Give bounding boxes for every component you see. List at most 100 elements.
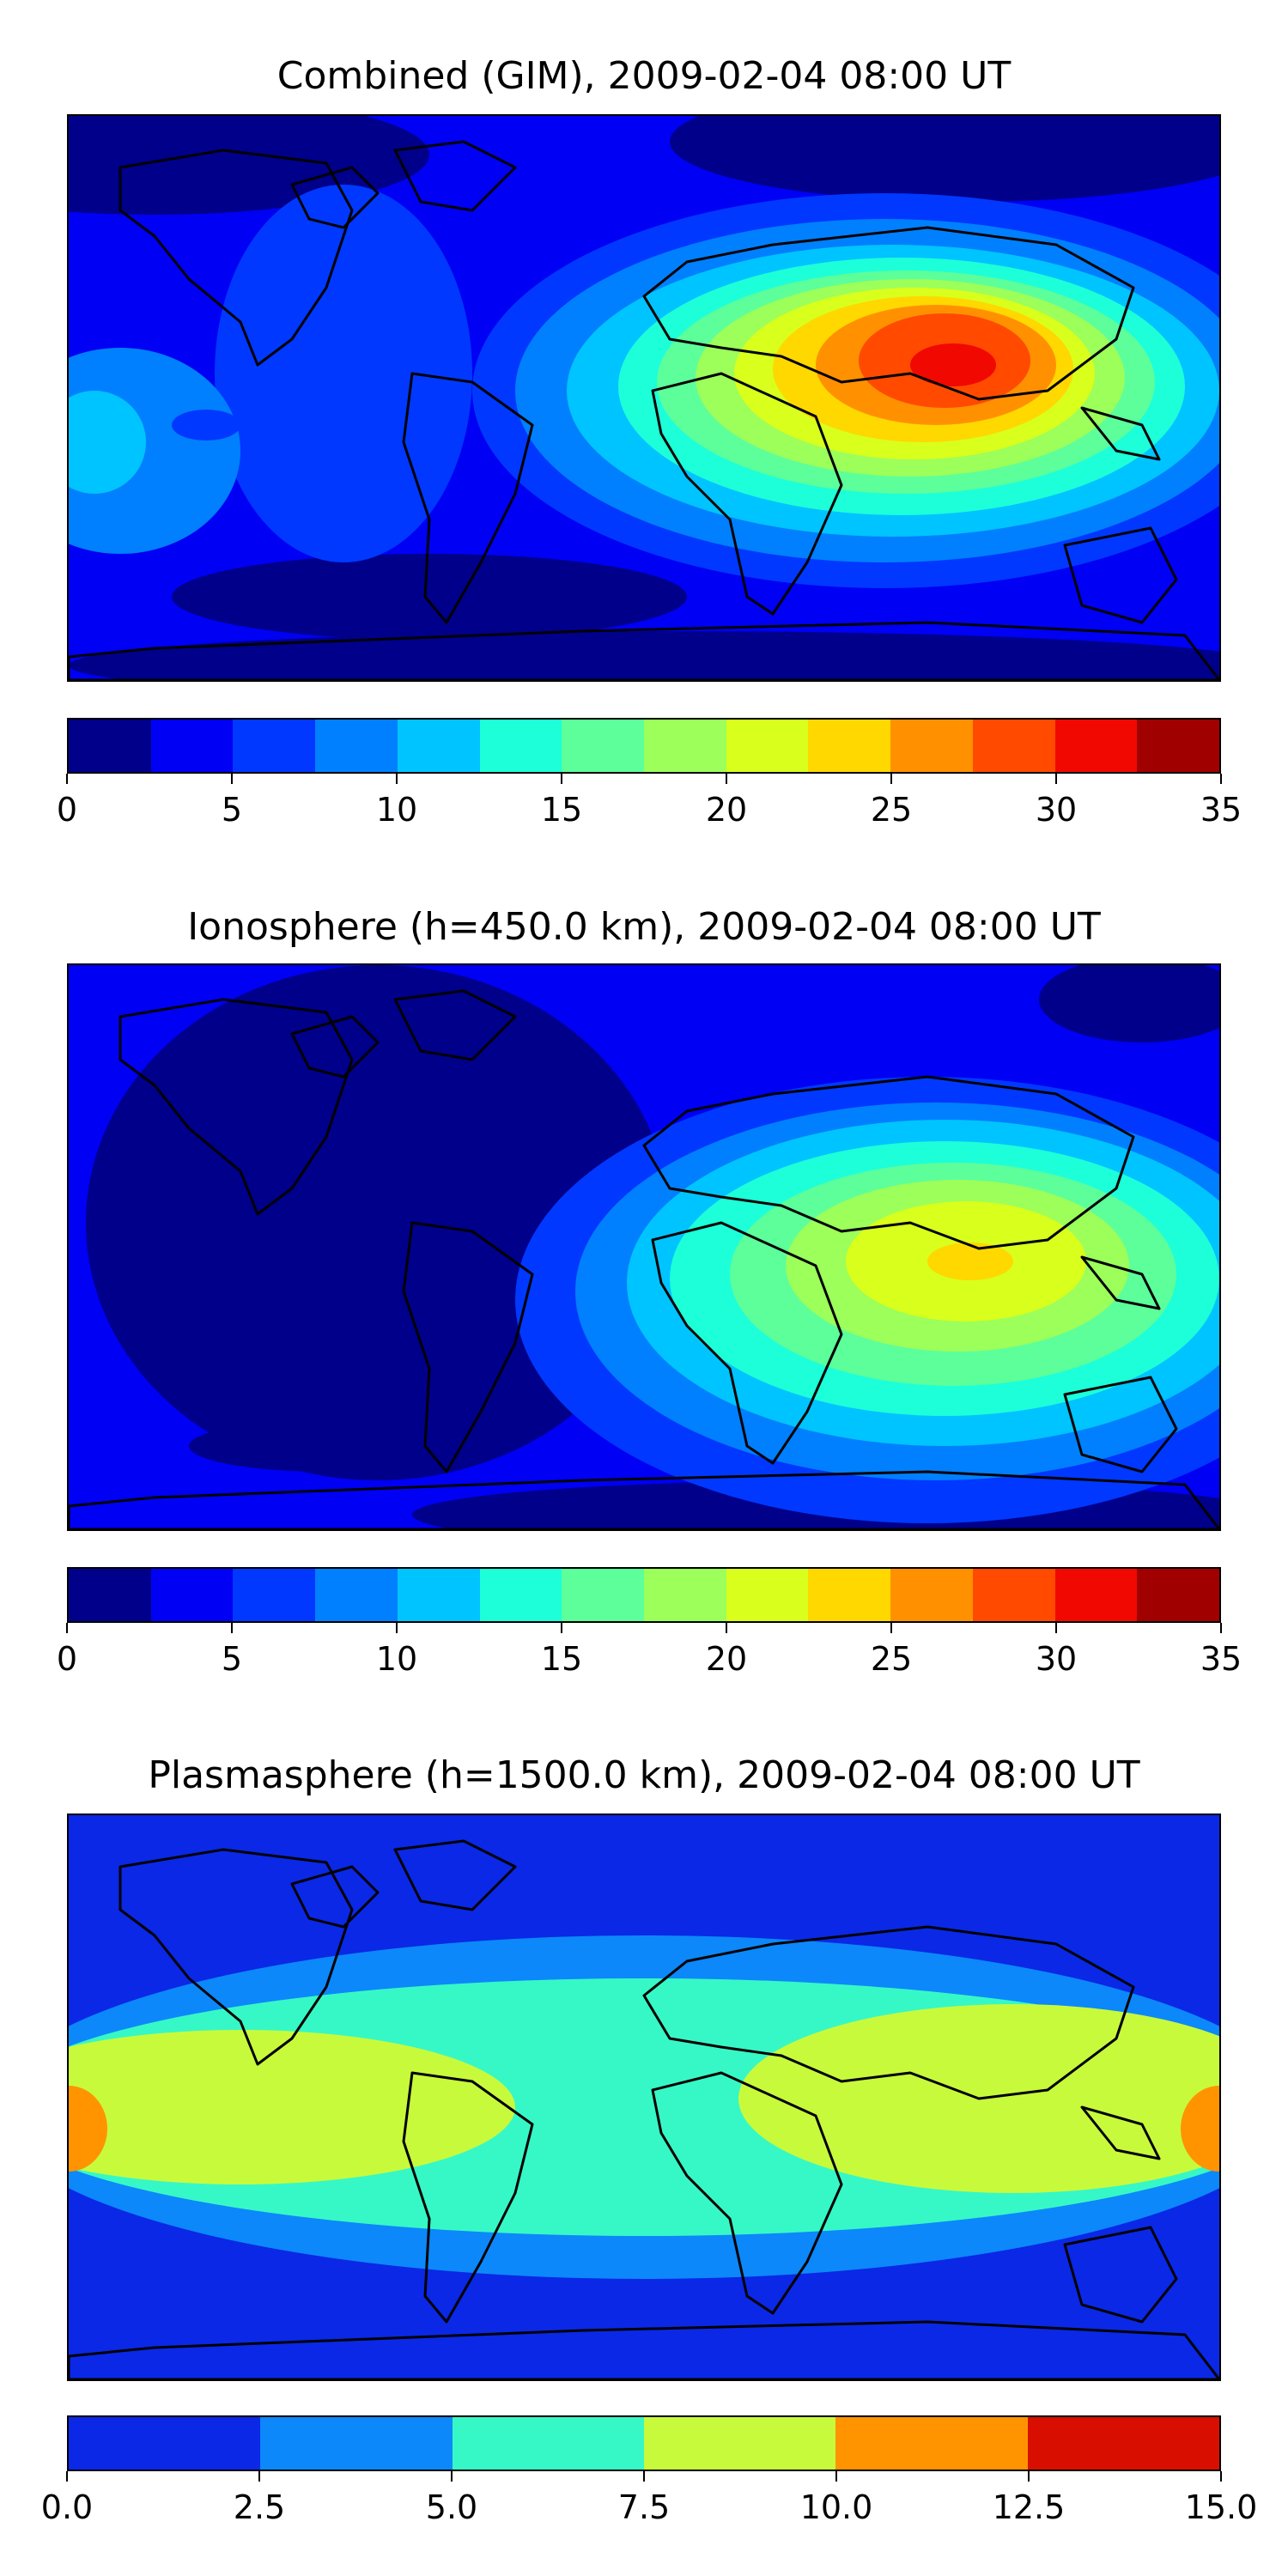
colorbar-segment: [644, 720, 726, 772]
panel-ionosphere: Ionosphere (h=450.0 km), 2009-02-04 08:0…: [57, 905, 1242, 1678]
coastline: [118, 149, 354, 367]
colorbar-segment: [808, 1569, 891, 1621]
coastline: [118, 998, 354, 1216]
coastline: [1063, 526, 1178, 624]
tick-label: 35: [1200, 791, 1242, 829]
colorbar-segment: [972, 720, 1055, 772]
colorbar-segment: [562, 720, 645, 772]
tick-mark: [231, 774, 233, 784]
coastline: [1063, 2226, 1178, 2324]
tick-mark: [561, 774, 562, 784]
tick-label: 20: [705, 791, 748, 829]
tick-mark: [1055, 1623, 1057, 1633]
tick-mark: [231, 1623, 233, 1633]
tick-label: 35: [1200, 1640, 1242, 1678]
colorbar-segment: [1054, 1569, 1138, 1621]
coastline: [651, 372, 843, 616]
tick-label: 5: [221, 791, 243, 829]
tick-label: 2.5: [233, 2488, 286, 2526]
tec-map-combined: [67, 114, 1221, 682]
colorbar-segment: [808, 720, 891, 772]
contour-region: [215, 185, 472, 562]
colorbar-segment: [643, 2417, 836, 2470]
coastline: [402, 2071, 534, 2324]
tick-mark: [643, 2471, 645, 2482]
tick-label: 30: [1035, 791, 1078, 829]
colorbar-ticks: 0.0 2.5 5.0 7.5 10.0 12.5 15.0: [41, 2471, 1257, 2526]
colorbar-segment: [69, 1569, 151, 1621]
tick-label: 0: [56, 791, 78, 829]
contour-region: [172, 554, 687, 640]
tick-label: 7.5: [617, 2488, 671, 2526]
contour-region: [1181, 2086, 1219, 2172]
tick-label: 15.0: [1184, 2488, 1258, 2526]
tick-mark: [890, 774, 892, 784]
coastline: [69, 621, 1219, 680]
tick-mark: [66, 1623, 68, 1633]
coastline: [118, 1848, 354, 2066]
contour-region: [69, 391, 146, 494]
contour-region: [69, 2086, 107, 2172]
colorbar-segment: [69, 720, 151, 772]
colorbar-segment: [479, 1569, 562, 1621]
colorbar-segment: [1054, 720, 1138, 772]
colorbar: [67, 718, 1221, 774]
tick-mark: [726, 1623, 727, 1633]
colorbar-segment: [315, 1569, 398, 1621]
coastline: [1080, 1255, 1161, 1310]
tick-mark: [66, 774, 68, 784]
colorbar-segment: [1137, 720, 1220, 772]
tick-mark: [890, 1623, 892, 1633]
coastline: [69, 1470, 1219, 1529]
coastline: [290, 1865, 380, 1929]
tick-label: 25: [870, 791, 913, 829]
tick-mark: [1220, 2471, 1222, 2482]
coastline: [651, 1221, 843, 1465]
colorbar-segment: [1137, 1569, 1220, 1621]
tick-mark: [561, 1623, 562, 1633]
coastline: [651, 2071, 843, 2315]
coastline: [393, 140, 517, 212]
coastline: [393, 1839, 517, 1911]
tick-mark: [1028, 2471, 1030, 2482]
colorbar-segment: [890, 1569, 973, 1621]
coastline: [69, 2320, 1219, 2379]
tick-label: 5.0: [425, 2488, 478, 2526]
tick-mark: [726, 774, 727, 784]
tick-mark: [396, 774, 398, 784]
colorbar-segment: [397, 720, 480, 772]
colorbar: [67, 1567, 1221, 1623]
tick-mark: [1055, 774, 1057, 784]
colorbar-ticks: 0 5 10 15 20 25 30 35: [57, 774, 1242, 829]
colorbar-segment: [233, 720, 316, 772]
contour-region: [69, 631, 1219, 680]
contour-region: [86, 965, 670, 1480]
coastline: [1080, 2105, 1161, 2160]
tick-label: 10.0: [799, 2488, 873, 2526]
chart-title: Ionosphere (h=450.0 km), 2009-02-04 08:0…: [187, 905, 1101, 949]
colorbar-segment: [69, 2417, 261, 2470]
tick-label: 25: [870, 1640, 913, 1678]
tick-mark: [1220, 774, 1222, 784]
coastline: [1080, 406, 1161, 461]
contour-region: [927, 1242, 1013, 1280]
coastline: [1063, 1376, 1178, 1473]
colorbar-segment: [1027, 2417, 1219, 2470]
coastline: [393, 989, 517, 1061]
coastline: [642, 1925, 1135, 2100]
chart-title: Plasmasphere (h=1500.0 km), 2009-02-04 0…: [148, 1753, 1140, 1797]
contour-region: [172, 410, 240, 440]
contour-region: [189, 1420, 464, 1472]
coastline: [402, 372, 534, 624]
colorbar-segment: [452, 2417, 644, 2470]
tick-label: 5: [221, 1640, 243, 1678]
contour-region: [69, 2030, 515, 2184]
colorbar-segment: [726, 1569, 809, 1621]
colorbar-segment: [890, 720, 973, 772]
colorbar-segment: [972, 1569, 1055, 1621]
tec-map-ionosphere: [67, 963, 1221, 1531]
colorbar-segment: [644, 1569, 726, 1621]
colorbar: [67, 2415, 1221, 2471]
coastline: [290, 1015, 380, 1078]
